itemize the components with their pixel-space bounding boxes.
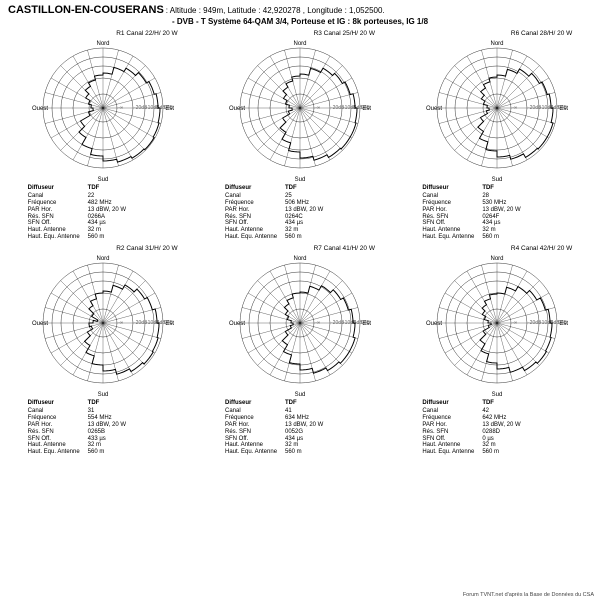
info-table: DiffuseurTDFCanal22Fréquence482 MHzPAR H… — [28, 185, 178, 241]
chart-grid: R1 Canal 22/H/ 20 W0dB-5dB-10dB-20dB-∞No… — [0, 28, 600, 468]
svg-text:Ouest: Ouest — [229, 321, 245, 327]
svg-text:Nord: Nord — [293, 256, 306, 262]
chart-cell: R6 Canal 28/H/ 20 W0dB-5dB-10dB-20dB-∞No… — [401, 30, 594, 241]
svg-text:Nord: Nord — [96, 256, 109, 262]
subtitle: - DVB - T Système 64-QAM 3/4, Porteuse e… — [8, 17, 592, 26]
chart-cell: R3 Canal 25/H/ 20 W0dB-5dB-10dB-20dB-∞No… — [203, 30, 396, 241]
svg-text:Ouest: Ouest — [32, 106, 48, 112]
chart-title: R1 Canal 22/H/ 20 W — [28, 30, 178, 37]
svg-text:-∞: -∞ — [118, 105, 124, 111]
svg-text:Est: Est — [560, 321, 569, 327]
svg-text:-20dB: -20dB — [331, 105, 345, 111]
svg-text:Nord: Nord — [491, 256, 504, 262]
svg-text:-20dB: -20dB — [134, 320, 148, 326]
svg-text:Est: Est — [362, 321, 371, 327]
info-table: DiffuseurTDFCanal28Fréquence530 MHzPAR H… — [422, 185, 572, 241]
site-name: CASTILLON-EN-COUSERANS — [8, 4, 164, 16]
chart-title: R2 Canal 31/H/ 20 W — [28, 245, 178, 252]
svg-text:Est: Est — [165, 106, 174, 112]
chart-title: R4 Canal 42/H/ 20 W — [422, 245, 572, 252]
svg-text:Nord: Nord — [293, 41, 306, 47]
svg-text:Ouest: Ouest — [426, 106, 442, 112]
svg-text:Sud: Sud — [492, 392, 503, 398]
info-table: DiffuseurTDFCanal41Fréquence634 MHzPAR H… — [225, 400, 375, 456]
svg-text:Ouest: Ouest — [32, 321, 48, 327]
footer-credit: Forum TVNT.net d'après la Base de Donnée… — [463, 592, 594, 598]
svg-text:Est: Est — [165, 321, 174, 327]
chart-cell: R2 Canal 31/H/ 20 W0dB-5dB-10dB-20dB-∞No… — [6, 245, 199, 456]
svg-text:-∞: -∞ — [315, 320, 321, 326]
svg-text:Ouest: Ouest — [426, 321, 442, 327]
svg-text:-20dB: -20dB — [331, 320, 345, 326]
chart-title: R7 Canal 41/H/ 20 W — [225, 245, 375, 252]
svg-text:Sud: Sud — [97, 392, 108, 398]
svg-text:Sud: Sud — [492, 177, 503, 183]
svg-text:Ouest: Ouest — [229, 106, 245, 112]
svg-text:-∞: -∞ — [512, 105, 518, 111]
chart-title: R3 Canal 25/H/ 20 W — [225, 30, 375, 37]
svg-text:Est: Est — [560, 106, 569, 112]
svg-text:-∞: -∞ — [315, 105, 321, 111]
chart-cell: R4 Canal 42/H/ 20 W0dB-5dB-10dB-20dB-∞No… — [401, 245, 594, 456]
chart-title: R6 Canal 28/H/ 20 W — [422, 30, 572, 37]
svg-text:-∞: -∞ — [512, 320, 518, 326]
info-table: DiffuseurTDFCanal25Fréquence506 MHzPAR H… — [225, 185, 375, 241]
info-table: DiffuseurTDFCanal42Fréquence642 MHzPAR H… — [422, 400, 572, 456]
svg-text:-20dB: -20dB — [134, 105, 148, 111]
svg-text:Est: Est — [362, 106, 371, 112]
chart-cell: R1 Canal 22/H/ 20 W0dB-5dB-10dB-20dB-∞No… — [6, 30, 199, 241]
svg-text:Nord: Nord — [491, 41, 504, 47]
svg-text:Sud: Sud — [295, 177, 306, 183]
svg-text:Sud: Sud — [97, 177, 108, 183]
site-meta: : Altitude : 949m, Latitude : 42,920278 … — [166, 6, 385, 15]
svg-text:-20dB: -20dB — [528, 105, 542, 111]
chart-cell: R7 Canal 41/H/ 20 W0dB-5dB-10dB-20dB-∞No… — [203, 245, 396, 456]
svg-text:Nord: Nord — [96, 41, 109, 47]
svg-text:-∞: -∞ — [118, 320, 124, 326]
info-table: DiffuseurTDFCanal31Fréquence554 MHzPAR H… — [28, 400, 178, 456]
svg-text:Sud: Sud — [295, 392, 306, 398]
svg-text:-20dB: -20dB — [528, 320, 542, 326]
